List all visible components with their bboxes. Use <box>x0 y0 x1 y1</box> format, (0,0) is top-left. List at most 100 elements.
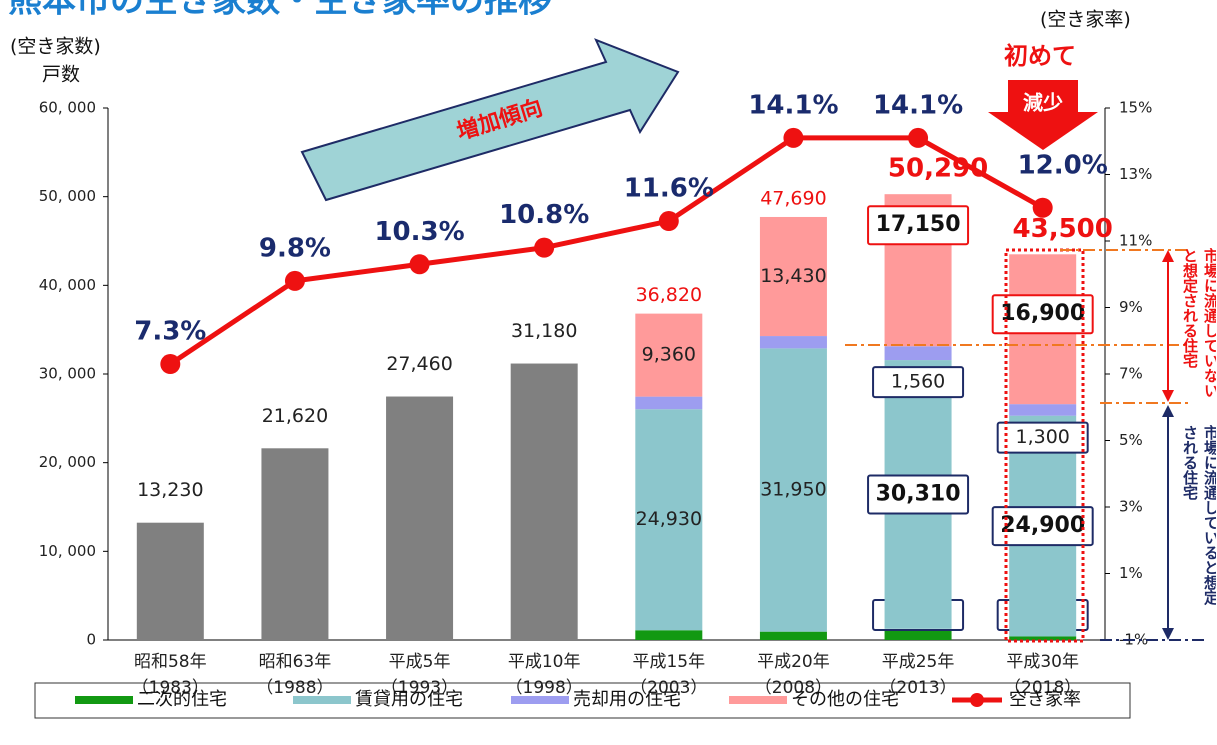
total-label: 31,180 <box>511 320 577 342</box>
x-tick-sublabel: （2003） <box>630 678 707 698</box>
legend-swatch <box>511 696 569 704</box>
line-point <box>1032 197 1053 218</box>
line-point <box>658 211 679 232</box>
label-box <box>996 421 1089 454</box>
legend-label: 二次的住宅 <box>137 689 227 710</box>
legend-label: 賃貸用の住宅 <box>355 689 463 710</box>
rate-label: 14.1% <box>748 90 838 120</box>
line-point <box>160 354 181 375</box>
bar-segment <box>884 628 952 640</box>
total-label: 21,620 <box>262 405 328 427</box>
y2-tick-label: 5% <box>1119 431 1143 449</box>
bar <box>510 363 578 640</box>
x-tick-label: 平成20年 <box>757 652 830 672</box>
rate-label: 7.3% <box>134 317 206 347</box>
label-box <box>867 205 970 246</box>
plot: 0 10, 000 20, 000 30, 000 40, 000 50, 000 60, … <box>39 90 1153 698</box>
rate-label: 14.1% <box>873 90 963 120</box>
line <box>168 135 1044 367</box>
x-tick-sublabel: （2018） <box>1004 678 1081 698</box>
y-tick-label: 30, 000 <box>39 365 96 383</box>
total-label: 36,820 <box>636 284 702 306</box>
y-tick-label: 40, 000 <box>39 276 96 294</box>
total-label: 43,500 <box>1013 214 1113 244</box>
y2-tick-label: 13% <box>1119 165 1152 183</box>
note-box: 市場に流通していないと想定される住宅 <box>1181 248 1216 398</box>
legend-label: 空き家率 <box>1009 689 1081 710</box>
bar-segment <box>884 346 952 361</box>
decrease-label: 減少 <box>1023 91 1063 115</box>
highlight-box <box>1004 248 1085 643</box>
y-tick-label: 0 <box>86 631 96 649</box>
y2-tick-label: 9% <box>1119 298 1143 316</box>
y-tick-label: 50, 000 <box>39 187 96 205</box>
y-tick-label: 10, 000 <box>39 542 96 560</box>
y2-axis-label: (空き家率) <box>1040 9 1131 31</box>
note-box: 市場に流通していると想定される住宅 <box>1181 425 1216 605</box>
segment-label: 13,430 <box>760 265 826 287</box>
bar-segment <box>1009 636 1077 640</box>
y-tick-label: 60, 000 <box>39 99 96 117</box>
label-box <box>991 294 1094 335</box>
first-label: 初めて <box>1004 42 1076 70</box>
bar-segment <box>759 216 827 337</box>
y-axis-unit: 戸数 <box>42 64 80 86</box>
x-tick-label: 昭和58年 <box>134 652 207 672</box>
not-on-market-note: 市場に流通していないと想定される住宅 <box>1181 248 1216 398</box>
bar <box>136 522 204 640</box>
bar <box>261 448 329 640</box>
x-tick-sublabel: （2013） <box>879 678 956 698</box>
line-point <box>908 127 929 148</box>
total-label: 13,230 <box>137 479 203 501</box>
segment-label: 30,310 <box>876 481 961 506</box>
bar-segment <box>1009 404 1077 416</box>
bar-segment <box>635 630 703 640</box>
chart-title: 熊本市の空き家数・空き家率の推移 <box>8 0 552 21</box>
x-tick-label: 平成10年 <box>508 652 581 672</box>
line-point <box>409 254 430 275</box>
line-point <box>783 127 804 148</box>
rate-label: 10.3% <box>374 217 464 247</box>
x-tick-sublabel: （2008） <box>755 678 832 698</box>
legend-swatch <box>293 696 351 704</box>
bar-segment <box>635 396 703 410</box>
bar-segment <box>759 348 827 632</box>
segment-label: 1,300 <box>1015 426 1069 448</box>
segment-label: 24,930 <box>636 508 702 530</box>
x-tick-sublabel: （1983） <box>132 678 209 698</box>
total-label: 47,690 <box>760 188 826 210</box>
arrow-head <box>1162 250 1174 262</box>
x-tick-label: 平成15年 <box>632 652 705 672</box>
rate-label: 12.0% <box>1018 150 1108 180</box>
arrow-head <box>1162 628 1174 640</box>
arrow-head <box>1162 405 1174 417</box>
rate-label: 10.8% <box>499 200 589 230</box>
bar-segment <box>759 631 827 640</box>
label-box <box>867 474 970 515</box>
y2-tick-label: 1% <box>1119 564 1143 582</box>
x-tick-label: 平成5年 <box>389 652 451 672</box>
y-tick-label: 20, 000 <box>39 453 96 471</box>
x-tick-sublabel: （1993） <box>381 678 458 698</box>
legend-box <box>34 682 1131 719</box>
label-box <box>872 366 965 399</box>
y2-tick-label: 11% <box>1119 232 1152 250</box>
y-axis-label: (空き家数) <box>10 36 101 58</box>
x-tick-label: 昭和63年 <box>259 652 332 672</box>
segment-label: 24,900 <box>1000 513 1085 538</box>
rate-label: 9.8% <box>259 233 331 263</box>
line-point <box>284 270 305 291</box>
x-tick-label: 平成25年 <box>882 652 955 672</box>
y2-tick-label: 3% <box>1119 498 1143 516</box>
line-point <box>534 237 555 258</box>
decrease-arrow <box>988 80 1098 150</box>
segment-label: 16,900 <box>1000 301 1085 326</box>
legend-marker <box>970 693 984 707</box>
y2-tick-label: 7% <box>1119 365 1143 383</box>
segment-label: 31,950 <box>760 479 826 501</box>
legend-swatch <box>729 696 787 704</box>
bar-segment <box>635 313 703 397</box>
rate-label: 11.6% <box>624 174 714 204</box>
bar-segment <box>635 409 703 631</box>
